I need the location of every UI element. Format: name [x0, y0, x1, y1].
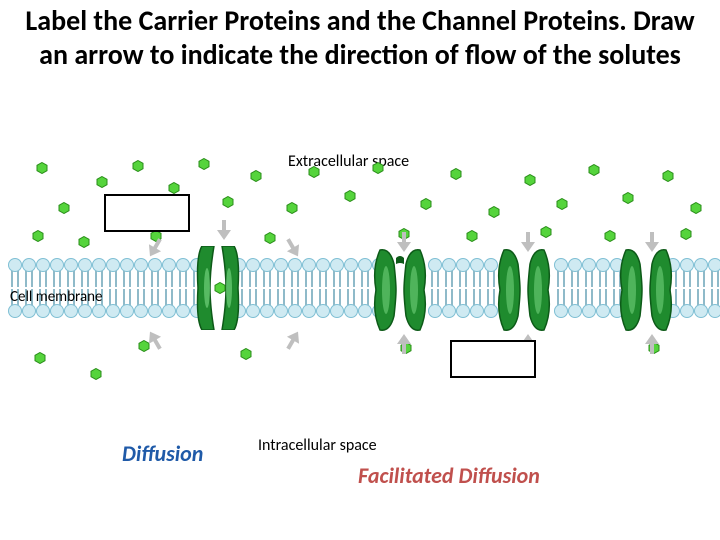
solute-icon [36, 162, 48, 174]
solute-icon [58, 202, 70, 214]
solute-icon [96, 176, 108, 188]
solute-icon [420, 198, 432, 210]
solute-icon [556, 198, 568, 210]
diffusion-label: Diffusion [122, 440, 203, 467]
flow-arrow-icon [396, 329, 412, 354]
channel-protein-2 [496, 248, 552, 332]
flow-arrow-icon [520, 232, 536, 257]
solute-icon [78, 236, 90, 248]
solute-icon [214, 282, 226, 294]
solute-icon [690, 202, 702, 214]
facilitated-diffusion-label: Facilitated Diffusion [358, 462, 540, 489]
solute-icon [524, 174, 536, 186]
flow-arrow-icon [644, 329, 660, 354]
solute-icon [540, 226, 552, 238]
solute-icon [168, 182, 180, 194]
solute-icon [286, 202, 298, 214]
solute-icon [372, 162, 384, 174]
extracellular-label: Extracellular space [288, 152, 409, 171]
label-box-bottom [450, 340, 536, 378]
solute-icon [198, 158, 210, 170]
solute-icon [450, 168, 462, 180]
solute-icon [680, 228, 692, 240]
label-box-top [104, 194, 190, 232]
cell-membrane [0, 258, 720, 318]
flow-arrow-icon [396, 232, 412, 257]
solute-icon [222, 196, 234, 208]
page-title: Label the Carrier Proteins and the Chann… [0, 4, 720, 71]
solute-icon [344, 190, 356, 202]
membrane-label: Cell membrane [10, 288, 103, 306]
flow-arrow-icon [644, 232, 660, 257]
solute-icon [264, 232, 276, 244]
solute-icon [488, 206, 500, 218]
solute-icon [662, 170, 674, 182]
intracellular-label: Intracellular space [258, 436, 377, 455]
solute-icon [240, 348, 252, 360]
solute-icon [32, 230, 44, 242]
solute-icon [466, 230, 478, 242]
solute-icon [604, 230, 616, 242]
solute-icon [622, 192, 634, 204]
solute-icon [34, 352, 46, 364]
solute-icon [132, 160, 144, 172]
solute-icon [90, 368, 102, 380]
solute-icon [588, 164, 600, 176]
diagram: Extracellular space [0, 148, 720, 488]
flow-arrow-icon [281, 323, 307, 353]
solute-icon [308, 166, 320, 178]
channel-protein-1 [372, 248, 428, 332]
channel-protein-3 [618, 248, 674, 332]
solute-icon [250, 170, 262, 182]
flow-arrow-icon [216, 220, 232, 245]
